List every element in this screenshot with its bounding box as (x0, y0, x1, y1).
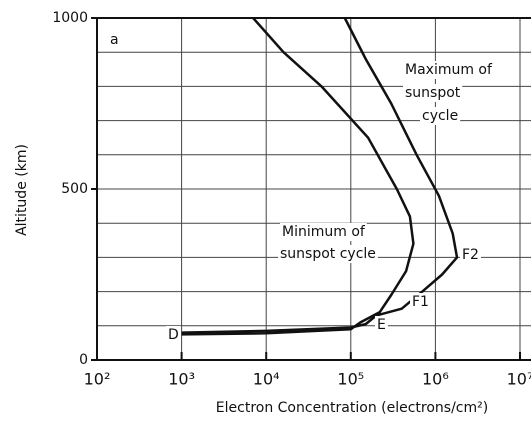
annotation-bg (420, 107, 461, 125)
annotation: Maximum of (405, 62, 493, 78)
annotation: F2 (462, 247, 479, 263)
annotation: sunspot cycle (280, 246, 376, 262)
annotation: sunspot (405, 85, 461, 101)
annotation-bg (410, 293, 431, 311)
annotation: cycle (422, 108, 458, 124)
x-tick-label: 10⁵ (337, 370, 364, 389)
x-tick-label: 10⁴ (253, 370, 280, 389)
annotation-bg (278, 245, 378, 263)
profile-line (181, 17, 459, 334)
annotation: E (377, 317, 386, 333)
x-tick-label: 10³ (168, 370, 195, 389)
annotation-bg (280, 223, 367, 241)
y-tick-label: 1000 (52, 10, 88, 26)
annotation: D (168, 327, 179, 343)
annotation-bg (108, 31, 121, 49)
x-axis-label: Electron Concentration (electrons/cm²) (216, 400, 488, 416)
annotation-bg (166, 326, 181, 344)
annotation-bg (403, 61, 494, 79)
annotation-bg (460, 246, 481, 264)
annotation: F1 (412, 294, 429, 310)
annotation: Minimum of (282, 224, 366, 240)
profile-line (181, 17, 415, 336)
x-tick-label: 10⁷ (507, 370, 531, 389)
x-tick-label: 10² (84, 370, 111, 389)
y-axis-label: Altitude (km) (14, 144, 30, 236)
y-tick-label: 500 (61, 181, 88, 197)
annotation-bg (375, 316, 388, 334)
y-tick-label: 0 (79, 352, 88, 368)
annotation-bg (403, 84, 463, 102)
annotation: a (110, 32, 119, 48)
x-tick-label: 10⁶ (422, 370, 449, 389)
